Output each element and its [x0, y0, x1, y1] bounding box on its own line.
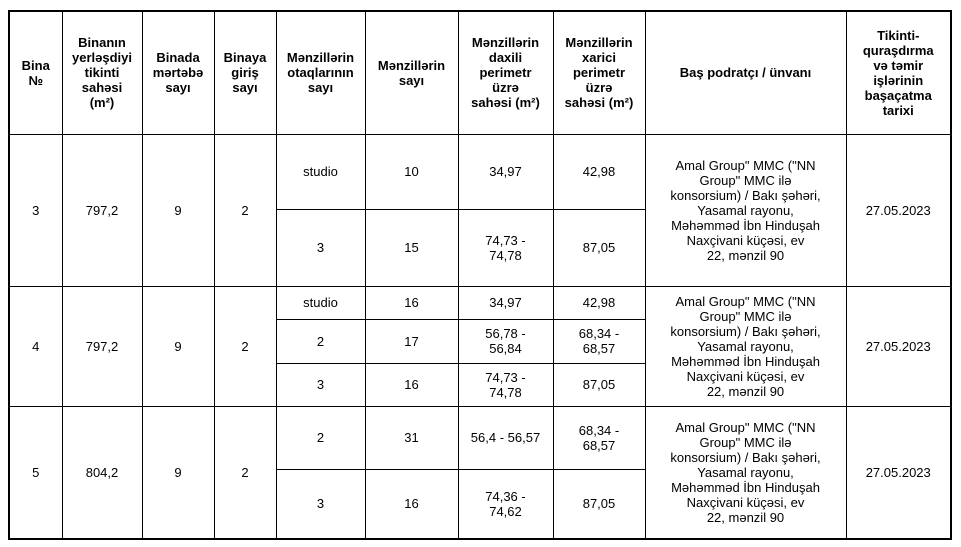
building-no-cell: 5	[8, 405, 63, 540]
header-entrance-count: Binaya giriş sayı	[213, 10, 277, 135]
table-row: 3 797,2 9 2 studio 10 34,97 42,98 Amal G…	[8, 133, 952, 287]
construction-area-cell: 804,2	[61, 405, 143, 540]
outer-area-cell: 87,05	[552, 362, 646, 407]
table-row: 3 16 74,36 - 74,62 87,05	[9, 468, 951, 540]
header-contractor-address: Baş podratçı / ünvanı	[644, 10, 847, 135]
apartment-count-cell: 16	[364, 362, 459, 407]
inner-area-cell: 74,73 - 74,78	[457, 208, 554, 287]
entrance-count-cell: 2	[213, 405, 277, 540]
completion-date-cell: 27.05.2023	[845, 405, 952, 540]
outer-area-cell: 42,98	[552, 133, 646, 210]
header-building-no: Bina №	[8, 10, 63, 135]
floor-count-cell: 9	[141, 133, 215, 287]
floor-count-cell: 9	[141, 405, 215, 540]
inner-area-cell: 74,36 - 74,62	[457, 468, 554, 540]
table-row: 3 16 74,73 - 74,78 87,05	[9, 362, 951, 407]
completion-date-cell: 27.05.2023	[845, 285, 952, 407]
apartment-count-cell: 16	[364, 468, 459, 540]
apartment-count-cell: 10	[364, 133, 459, 210]
header-outer-perimeter-area: Mənzillərin xarici perimetr üzrə sahəsi …	[552, 10, 646, 135]
room-count-cell: 3	[275, 362, 366, 407]
apartment-count-cell: 16	[364, 285, 459, 320]
outer-area-cell: 68,34 - 68,57	[552, 405, 646, 470]
room-count-cell: 3	[275, 208, 366, 287]
room-count-cell: 2	[275, 405, 366, 470]
contractor-address-cell: Amal Group" MMC ("NN Group" MMC ilə kons…	[644, 405, 847, 540]
inner-area-cell: 56,78 - 56,84	[457, 318, 554, 364]
building-no-cell: 4	[8, 285, 63, 407]
building-no-cell: 3	[8, 133, 63, 287]
outer-area-cell: 42,98	[552, 285, 646, 320]
room-count-cell: studio	[275, 133, 366, 210]
room-count-cell: 3	[275, 468, 366, 540]
inner-area-cell: 34,97	[457, 285, 554, 320]
header-apartment-count: Mənzillərin sayı	[364, 10, 459, 135]
table-row: 4 797,2 9 2 studio 16 34,97 42,98 Amal G…	[8, 285, 952, 407]
apartment-count-cell: 31	[364, 405, 459, 470]
table-row: 2 17 56,78 - 56,84 68,34 - 68,57	[9, 318, 951, 364]
inner-area-cell: 56,4 - 56,57	[457, 405, 554, 470]
outer-area-cell: 87,05	[552, 468, 646, 540]
entrance-count-cell: 2	[213, 133, 277, 287]
apartment-count-cell: 15	[364, 208, 459, 287]
construction-area-cell: 797,2	[61, 133, 143, 287]
inner-area-cell: 34,97	[457, 133, 554, 210]
inner-area-cell: 74,73 - 74,78	[457, 362, 554, 407]
floor-count-cell: 9	[141, 285, 215, 407]
header-completion-date: Tikinti- quraşdırma və təmir işlərinin b…	[845, 10, 952, 135]
header-floor-count: Binada mərtəbə sayı	[141, 10, 215, 135]
construction-area-cell: 797,2	[61, 285, 143, 407]
contractor-address-cell: Amal Group" MMC ("NN Group" MMC ilə kons…	[644, 133, 847, 287]
header-construction-area: Binanın yerləşdiyi tikinti sahəsi (m²)	[61, 10, 143, 135]
apartment-count-cell: 17	[364, 318, 459, 364]
entrance-count-cell: 2	[213, 285, 277, 407]
table-row: 3 15 74,73 - 74,78 87,05	[9, 208, 951, 287]
table-header-row: Bina № Binanın yerləşdiyi tikinti sahəsi…	[8, 10, 952, 135]
outer-area-cell: 87,05	[552, 208, 646, 287]
header-inner-perimeter-area: Mənzillərin daxili perimetr üzrə sahəsi …	[457, 10, 554, 135]
completion-date-cell: 27.05.2023	[845, 133, 952, 287]
buildings-table: Bina № Binanın yerləşdiyi tikinti sahəsi…	[8, 10, 952, 540]
room-count-cell: 2	[275, 318, 366, 364]
table-row: 5 804,2 9 2 2 31 56,4 - 56,57 68,34 - 68…	[8, 405, 952, 540]
contractor-address-cell: Amal Group" MMC ("NN Group" MMC ilə kons…	[644, 285, 847, 407]
header-room-count: Mənzillərin otaqlarının sayı	[275, 10, 366, 135]
room-count-cell: studio	[275, 285, 366, 320]
outer-area-cell: 68,34 - 68,57	[552, 318, 646, 364]
